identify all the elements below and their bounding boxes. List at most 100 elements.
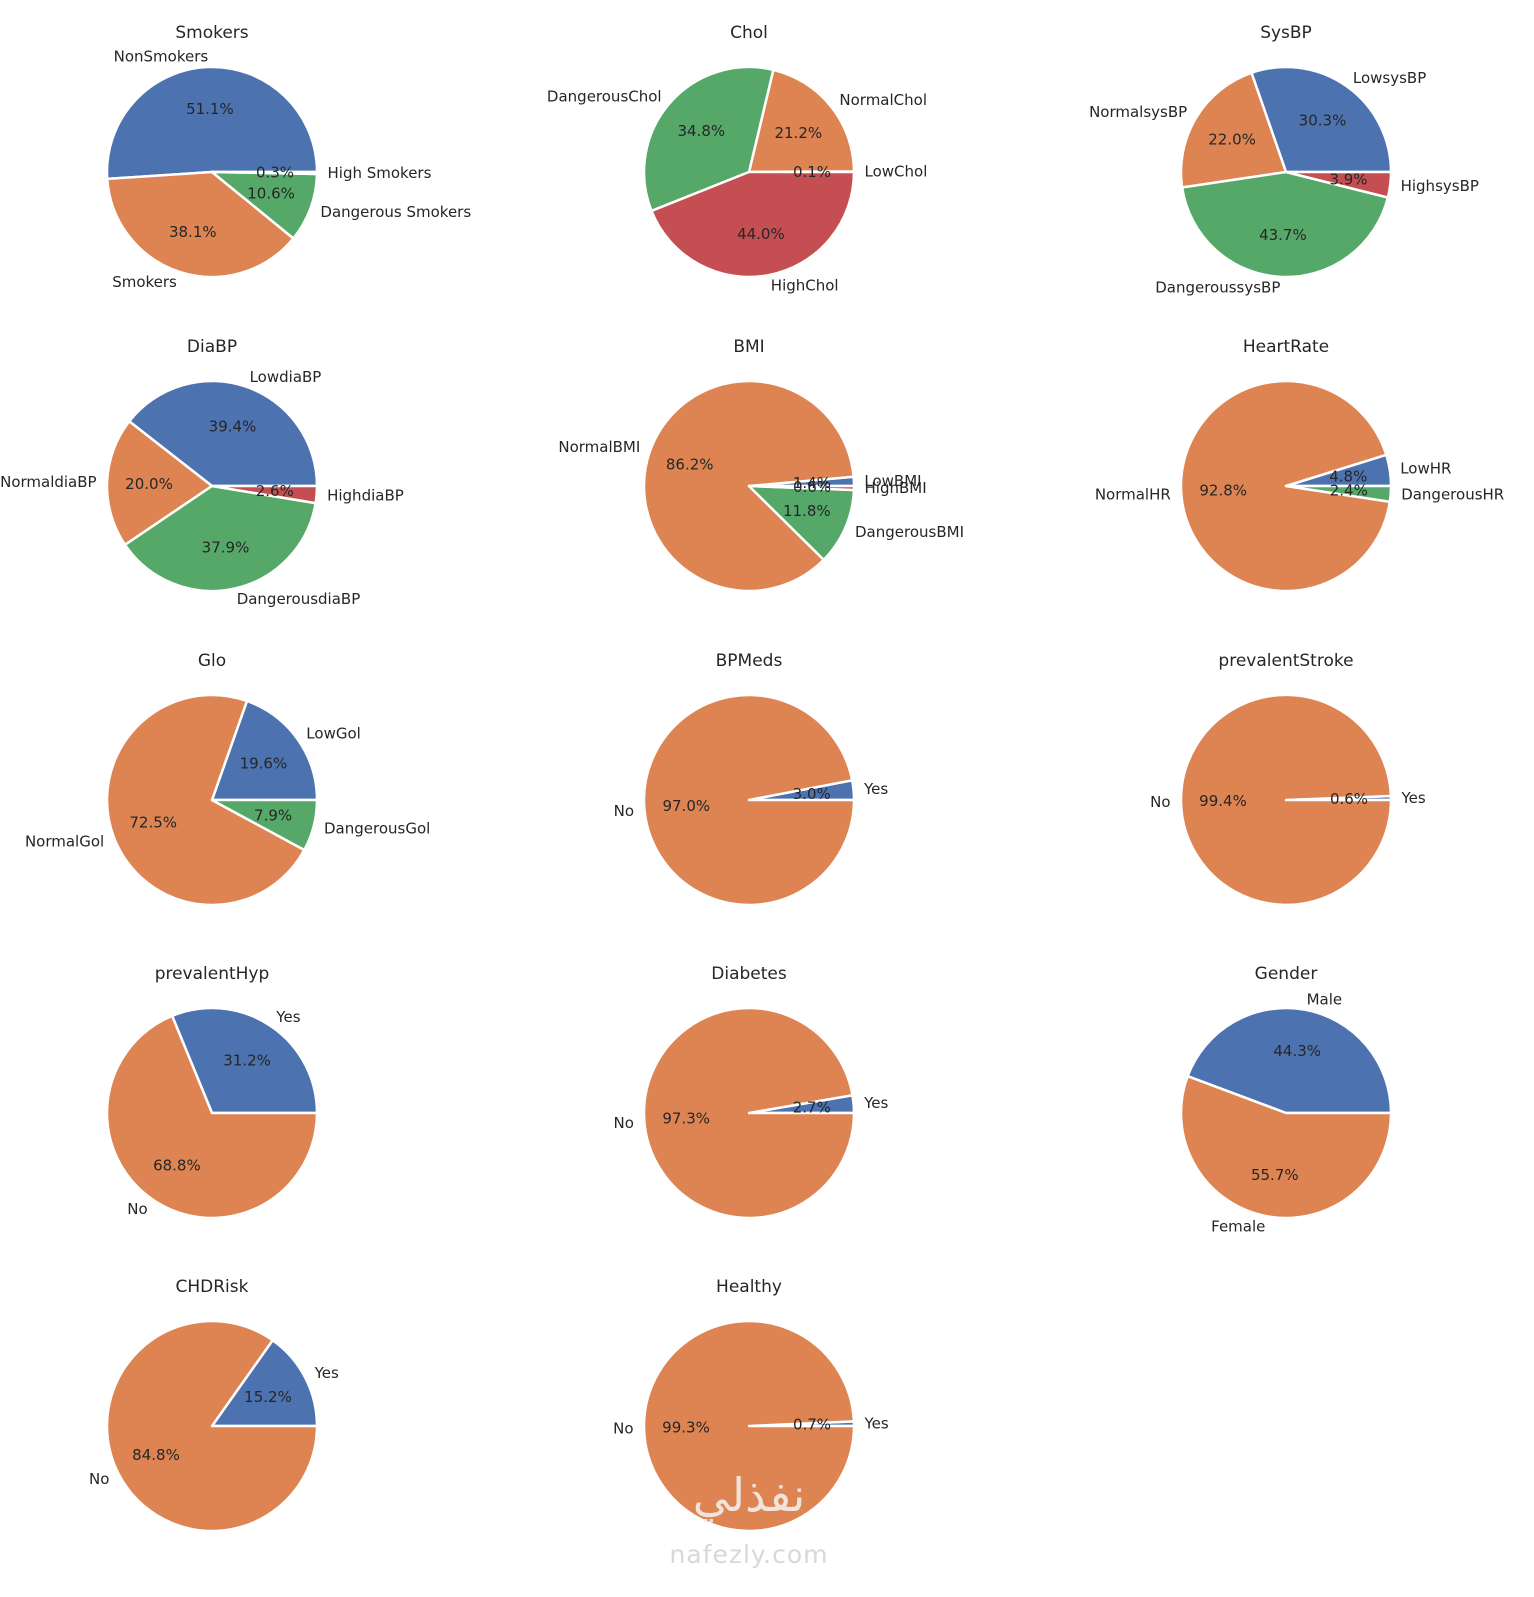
pie-slice-label: HighBMI <box>865 479 927 497</box>
pie-title: Healthy <box>716 1277 782 1297</box>
pie-chart-BMI: BMI 1.4% LowBMI 86.2% NormalBMI 11.8% Dangerou… <box>558 337 964 593</box>
pie-slice-label: NonSmokers <box>114 48 209 66</box>
pie-pct-label: 3.0% <box>793 785 831 803</box>
pie-slice-label: No <box>613 1420 633 1438</box>
pie-chart-Gender: Gender 44.3% Male 55.7% Female <box>1179 964 1393 1236</box>
pie-slice-label: No <box>613 1114 633 1132</box>
pie-slice-label: NormalGol <box>25 833 104 851</box>
pie-slice-label: LowChol <box>865 163 928 181</box>
pie-slice-label: DangerousdiaBP <box>237 590 361 608</box>
pie-slice-No <box>642 693 856 907</box>
pie-slice-No <box>642 1006 856 1220</box>
pie-pct-label: 0.6% <box>1330 790 1368 808</box>
pie-slice-Female <box>1179 1074 1393 1220</box>
pie-slice-label: NormalChol <box>839 91 927 109</box>
pie-title: BMI <box>733 337 764 357</box>
pie-slice-label: HighdiaBP <box>327 486 404 504</box>
pie-chart-HeartRate: HeartRate 4.8% LowHR 92.8% NormalHR 2.4% Dange… <box>1095 337 1504 593</box>
pie-title: Gender <box>1255 964 1318 984</box>
pie-title: prevalentHyp <box>155 964 270 984</box>
pie-slice-label: LowGol <box>306 724 361 742</box>
pie-pct-label: 86.2% <box>666 456 714 474</box>
pie-slice-label: Yes <box>863 780 888 798</box>
pie-pct-label: 34.8% <box>677 122 725 140</box>
pie-title: Glo <box>198 651 226 671</box>
pie-slice-Male <box>1186 1006 1393 1115</box>
pie-pct-label: 30.3% <box>1299 112 1347 130</box>
pie-slice-HighsysBP <box>1284 170 1393 199</box>
pie-slice-label: High Smokers <box>328 164 432 182</box>
pie-chart-SysBP: SysBP 30.3% LowsysBP 22.0% NormalsysBP 43.7% D… <box>1089 23 1479 296</box>
pie-slice-label: DangeroussysBP <box>1155 278 1280 296</box>
pie-slice-label: Yes <box>314 1364 339 1382</box>
pie-pct-label: 2.4% <box>1330 482 1368 500</box>
pie-slice-label: HighChol <box>771 276 839 294</box>
pie-title: Smokers <box>175 23 248 43</box>
pie-slice-No <box>1179 693 1393 907</box>
pie-pct-label: 97.0% <box>662 797 710 815</box>
pie-pct-label: 0.6% <box>793 478 831 496</box>
pie-slice-label: Female <box>1211 1218 1265 1236</box>
pie-pct-label: 37.9% <box>202 539 250 557</box>
pie-slice-NormaldiaBP <box>105 420 214 547</box>
pie-slice-Dangerous Smokers <box>210 170 319 240</box>
pie-slice-No <box>105 1014 319 1220</box>
pie-pct-label: 22.0% <box>1208 130 1256 148</box>
pie-slice-label: Dangerous Smokers <box>320 203 471 221</box>
pie-slice-High Smokers <box>210 170 319 176</box>
pie-pct-label: 44.0% <box>737 225 785 243</box>
pie-slice-label: NormalHR <box>1095 486 1171 504</box>
pie-slice-label: Yes <box>863 1094 888 1112</box>
pie-pct-label: 92.8% <box>1199 482 1247 500</box>
pie-slice-NormalGol <box>105 693 306 907</box>
pie-slice-label: No <box>89 1470 109 1488</box>
pie-slice-Smokers <box>105 170 295 279</box>
pie-pct-label: 19.6% <box>240 755 288 773</box>
pie-slice-label: DangerousChol <box>547 88 662 106</box>
watermark-arabic: نفذلي <box>692 1468 806 1522</box>
pie-pct-label: 2.7% <box>793 1099 831 1117</box>
pie-title: BPMeds <box>716 651 783 671</box>
pie-pct-label: 72.5% <box>129 814 177 832</box>
pie-pct-label: 39.4% <box>209 417 257 435</box>
pie-slice-HighChol <box>650 170 856 279</box>
pie-pct-label: 2.6% <box>256 482 294 500</box>
pie-chart-Glo: Glo 19.6% LowGol 72.5% NormalGol 7.9% Dangerou… <box>25 651 430 907</box>
pie-title: HeartRate <box>1243 337 1329 357</box>
pie-pct-label: 10.6% <box>247 185 295 203</box>
pie-chart-BPMeds: BPMeds 3.0% Yes 97.0% No <box>614 651 888 907</box>
pie-slice-label: Smokers <box>112 273 177 291</box>
pie-title: Chol <box>730 23 768 43</box>
pie-slice-label: DangerousBMI <box>855 523 964 541</box>
pie-slice-label: Yes <box>275 1008 300 1026</box>
pie-slice-LowsysBP <box>1250 65 1393 174</box>
pie-title: Diabetes <box>711 964 787 984</box>
pie-slice-NonSmokers <box>105 65 319 181</box>
pie-slice-DangerousHR <box>1284 484 1393 504</box>
pie-pct-label: 38.1% <box>169 223 217 241</box>
pie-chart-Smokers: Smokers 51.1% NonSmokers 38.1% Smokers 10.6% D… <box>105 23 471 291</box>
pie-pct-label: 55.7% <box>1251 1166 1299 1184</box>
pie-slice-DangerousGol <box>210 798 319 852</box>
pie-title: CHDRisk <box>176 1277 249 1297</box>
pie-title: DiaBP <box>187 337 237 357</box>
pie-pct-label: 11.8% <box>783 502 831 520</box>
pie-pct-label: 21.2% <box>774 124 822 142</box>
pie-slice-label: NormalBMI <box>558 438 640 456</box>
pie-slice-label: LowHR <box>1400 460 1451 478</box>
pie-pct-label: 99.4% <box>1199 792 1247 810</box>
pie-pct-label: 68.8% <box>153 1156 201 1174</box>
pie-pct-label: 0.1% <box>793 163 831 181</box>
pie-chart-Chol: Chol 0.1% LowChol 21.2% NormalChol 34.8% Dange… <box>547 23 928 294</box>
pie-pct-label: 3.9% <box>1329 171 1367 189</box>
pie-pct-label: 44.3% <box>1273 1042 1321 1060</box>
pie-slice-Yes <box>210 1339 319 1428</box>
pie-slice-label: LowdiaBP <box>250 368 322 386</box>
pie-pct-label: 43.7% <box>1259 226 1307 244</box>
pie-slice-label: No <box>1150 793 1170 811</box>
pie-title: SysBP <box>1260 23 1312 43</box>
pie-pct-label: 97.3% <box>662 1109 710 1127</box>
pie-slice-label: Yes <box>864 1415 889 1433</box>
pie-slice-DangerousdiaBP <box>123 484 317 593</box>
pie-chart-prevalentHyp: prevalentHyp 31.2% Yes 68.8% No <box>105 964 319 1220</box>
